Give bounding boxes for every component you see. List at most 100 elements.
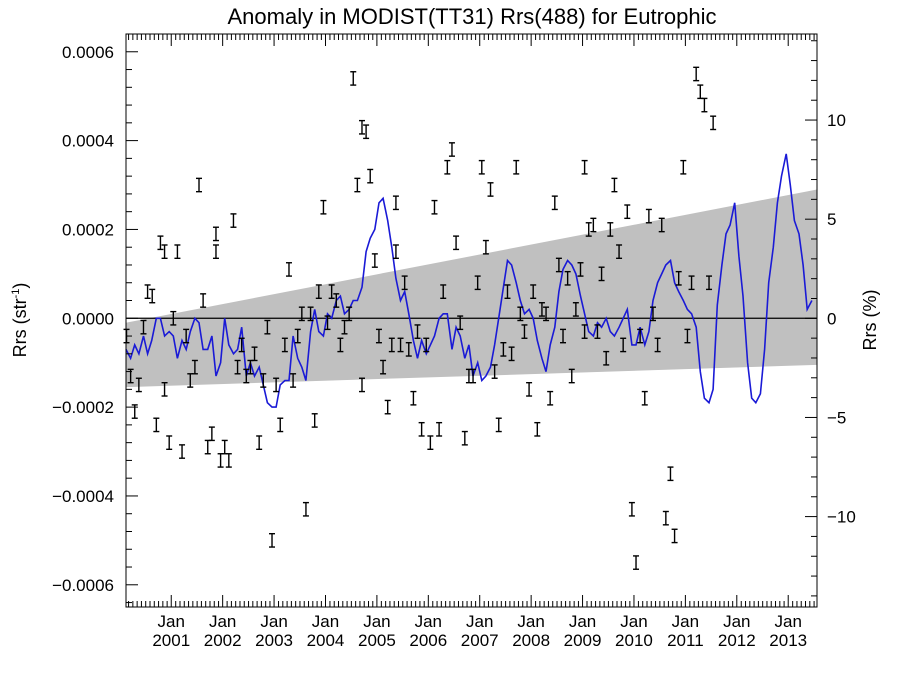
error-bar bbox=[478, 159, 485, 175]
x-tick-year: 2007 bbox=[461, 631, 499, 650]
error-bar bbox=[294, 328, 301, 344]
error-bar bbox=[551, 195, 558, 211]
x-tick-month: Jan bbox=[209, 612, 236, 631]
y2-tick-label: 10 bbox=[827, 111, 846, 130]
y-tick-label: 0.0004 bbox=[62, 132, 114, 151]
error-bar bbox=[658, 217, 665, 233]
error-bar bbox=[594, 324, 601, 339]
error-bar bbox=[470, 368, 477, 384]
error-bar bbox=[212, 226, 219, 242]
x-tick-month: Jan bbox=[312, 612, 339, 631]
error-bar bbox=[487, 182, 494, 197]
error-bar bbox=[410, 390, 417, 406]
error-bar bbox=[461, 430, 468, 446]
error-bar bbox=[585, 222, 592, 237]
error-bar bbox=[581, 159, 588, 175]
error-bar bbox=[474, 275, 481, 291]
x-tick-month: Jan bbox=[415, 612, 442, 631]
error-bar bbox=[697, 84, 704, 100]
error-bar bbox=[371, 253, 378, 268]
y2-tick-label: −10 bbox=[827, 508, 856, 527]
error-bar bbox=[491, 364, 498, 379]
error-bar bbox=[204, 439, 211, 455]
error-bars bbox=[123, 66, 717, 570]
y-tick-label: −0.0006 bbox=[52, 576, 114, 595]
error-bar bbox=[238, 337, 245, 353]
error-bar bbox=[191, 359, 198, 375]
error-bar bbox=[230, 213, 237, 228]
error-bar bbox=[427, 435, 434, 451]
error-bar bbox=[358, 377, 365, 393]
x-tick-month: Jan bbox=[723, 612, 750, 631]
error-bar bbox=[508, 346, 515, 362]
error-bar bbox=[688, 275, 695, 291]
y-axis-right: −10 −5 0 5 10 bbox=[805, 40, 856, 597]
error-bar bbox=[174, 244, 181, 260]
error-bar bbox=[135, 377, 142, 393]
error-bar bbox=[581, 324, 588, 339]
plot-area bbox=[123, 66, 817, 570]
error-bar bbox=[221, 439, 228, 455]
error-bar bbox=[684, 328, 691, 344]
error-bar bbox=[675, 270, 682, 286]
error-bar bbox=[358, 119, 365, 135]
error-bar bbox=[405, 342, 412, 357]
error-bar bbox=[153, 417, 160, 433]
error-bar bbox=[217, 453, 224, 468]
y2-axis-label: Rrs (%) bbox=[860, 290, 880, 351]
error-bar bbox=[388, 337, 395, 353]
error-bar bbox=[590, 217, 597, 233]
error-bar bbox=[418, 421, 425, 437]
error-bar bbox=[346, 306, 353, 322]
x-tick-month: Jan bbox=[517, 612, 544, 631]
error-bar bbox=[157, 235, 164, 251]
error-bar bbox=[384, 399, 391, 415]
error-bar bbox=[710, 115, 717, 131]
error-bar bbox=[380, 359, 387, 375]
error-bar bbox=[144, 284, 151, 299]
y-axis-left: −0.0006 −0.0004 −0.0002 0.0000 0.0002 0.0004 0… bbox=[52, 33, 138, 604]
error-bar bbox=[534, 421, 541, 437]
error-bar bbox=[538, 302, 545, 317]
error-bar bbox=[320, 199, 327, 215]
error-bar bbox=[564, 270, 571, 286]
error-bar bbox=[225, 453, 232, 468]
error-bar bbox=[264, 319, 271, 335]
error-bar bbox=[431, 199, 438, 215]
x-tick-year: 2002 bbox=[204, 631, 242, 650]
error-bar bbox=[200, 293, 207, 308]
error-bar bbox=[662, 510, 669, 526]
y-tick-label: 0.0002 bbox=[62, 220, 114, 239]
x-tick-year: 2010 bbox=[615, 631, 653, 650]
error-bar bbox=[572, 302, 579, 317]
error-bar bbox=[654, 337, 661, 353]
x-tick-month: Jan bbox=[620, 612, 647, 631]
error-bar bbox=[281, 337, 288, 353]
error-bar bbox=[680, 159, 687, 175]
error-bar bbox=[620, 337, 627, 353]
x-tick-year: 2009 bbox=[564, 631, 602, 650]
y-tick-label: −0.0004 bbox=[52, 487, 114, 506]
error-bar bbox=[517, 306, 524, 322]
error-bar bbox=[196, 177, 203, 193]
error-bar bbox=[337, 337, 344, 353]
error-bar bbox=[637, 328, 644, 344]
error-bar bbox=[183, 328, 190, 344]
error-bar bbox=[693, 66, 700, 82]
error-bar bbox=[397, 337, 404, 353]
error-bar bbox=[256, 435, 263, 451]
x-tick-month: Jan bbox=[774, 612, 801, 631]
error-bar bbox=[414, 324, 421, 339]
error-bar bbox=[333, 293, 340, 308]
error-bar bbox=[260, 373, 267, 388]
x-tick-year: 2004 bbox=[307, 631, 345, 650]
error-bar bbox=[649, 306, 656, 322]
y-tick-label: −0.0002 bbox=[52, 398, 114, 417]
x-tick-year: 2001 bbox=[152, 631, 190, 650]
x-tick-year: 2005 bbox=[358, 631, 396, 650]
error-bar bbox=[307, 306, 314, 322]
x-tick-month: Jan bbox=[363, 612, 390, 631]
error-bar bbox=[628, 501, 635, 517]
error-bar bbox=[392, 195, 399, 211]
error-bar bbox=[530, 284, 537, 299]
